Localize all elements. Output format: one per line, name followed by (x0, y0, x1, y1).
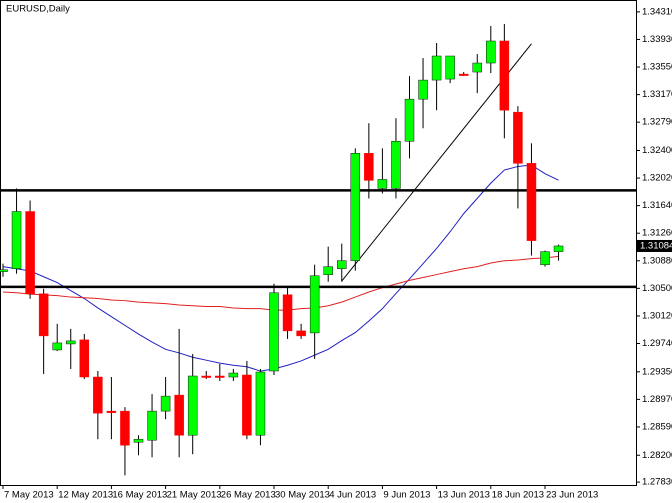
candle-body (323, 266, 333, 275)
y-tick-label: 1.30120 (642, 310, 672, 321)
y-tick-label: 1.33550 (642, 62, 672, 73)
plot-frame (0, 0, 637, 486)
candle-body (540, 251, 550, 265)
candle-body (133, 438, 144, 443)
y-tick-label: 1.28200 (642, 450, 672, 461)
candle-body (255, 371, 266, 436)
y-tick-label: 1.29350 (642, 366, 672, 377)
x-tick-label: 21 May 2013 (167, 490, 222, 501)
x-tick-label: 4 Jun 2013 (329, 490, 376, 501)
x-tick-label: 30 May 2013 (275, 490, 330, 501)
candle-body (526, 163, 537, 241)
x-tick-label: 13 Jun 2013 (438, 490, 490, 501)
y-tick-label: 1.28970 (642, 394, 672, 405)
candle-body (38, 293, 49, 337)
x-tick-label: 7 May 2013 (4, 490, 54, 501)
y-tick-label: 1.34310 (642, 6, 672, 17)
candle-body (472, 62, 482, 73)
candle-body (187, 375, 198, 436)
candle-body (66, 340, 76, 345)
y-tick-label: 1.31640 (642, 200, 672, 211)
candle-body (201, 375, 211, 378)
candle-body (431, 55, 442, 81)
candle-body (25, 211, 35, 295)
last-price-label: 1.31084 (640, 240, 672, 251)
chart-title: EURUSD,Daily (6, 4, 70, 15)
y-tick-label: 1.33930 (642, 34, 672, 45)
candle-body (79, 339, 90, 378)
candle-body (106, 410, 117, 413)
candle-body (445, 55, 455, 80)
candle-body (486, 40, 496, 64)
moving-average (2, 164, 559, 372)
y-tick-label: 1.31260 (642, 228, 672, 239)
candle-body (11, 211, 22, 269)
candle-body (499, 40, 510, 111)
candle-body (160, 395, 171, 412)
y-tick-label: 1.30500 (642, 283, 672, 294)
candle-body (337, 260, 347, 269)
candle-body (309, 275, 320, 334)
candle-body (174, 394, 184, 436)
candle-body (120, 410, 130, 446)
y-tick-label: 1.29740 (642, 338, 672, 349)
y-tick-label: 1.32020 (642, 173, 672, 184)
candle-body (350, 153, 361, 261)
candle-body (52, 342, 62, 351)
y-tick-label: 1.28590 (642, 421, 672, 432)
y-tick-label: 1.33170 (642, 89, 672, 100)
x-tick-label: 23 Jun 2013 (546, 490, 598, 501)
candle-body (242, 374, 252, 436)
y-tick-label: 1.32790 (642, 117, 672, 128)
x-tick-label: 9 Jun 2013 (383, 490, 430, 501)
y-tick-label: 1.32400 (642, 145, 672, 156)
last-price-box (637, 239, 672, 252)
x-tick-label: 18 Jun 2013 (492, 490, 544, 501)
moving-average (2, 255, 559, 311)
y-tick-label: 1.27830 (642, 477, 672, 488)
candle-body (513, 111, 523, 164)
candle-body (147, 410, 157, 441)
candle-body (93, 376, 103, 414)
candle-body (391, 141, 401, 189)
candle-body (215, 375, 225, 378)
candle-body (553, 245, 564, 252)
x-tick-label: 12 May 2013 (58, 490, 113, 501)
candle-body (0, 269, 8, 272)
candle-body (404, 98, 415, 142)
candle-body (296, 330, 306, 337)
y-tick-label: 1.30880 (642, 255, 672, 266)
candle-body (269, 292, 279, 372)
candle-body (418, 79, 428, 100)
candle-body (377, 179, 388, 189)
candle-body (458, 73, 469, 76)
candle-body (282, 294, 293, 332)
candle-body (364, 153, 374, 181)
x-tick-label: 26 May 2013 (221, 490, 276, 501)
candle-body (228, 372, 239, 378)
x-tick-label: 16 May 2013 (112, 490, 167, 501)
